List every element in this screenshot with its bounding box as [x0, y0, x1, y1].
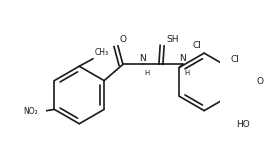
Text: H: H [184, 70, 189, 76]
Text: NO₂: NO₂ [23, 107, 38, 116]
Text: O: O [256, 77, 264, 86]
Text: CH₃: CH₃ [94, 48, 108, 57]
Text: HO: HO [236, 120, 250, 128]
Text: N: N [180, 54, 186, 63]
Text: Cl: Cl [230, 56, 239, 64]
Text: H: H [144, 70, 149, 76]
Text: N: N [140, 54, 146, 63]
Text: O: O [120, 35, 127, 44]
Text: Cl: Cl [193, 41, 202, 50]
Text: SH: SH [167, 35, 179, 44]
